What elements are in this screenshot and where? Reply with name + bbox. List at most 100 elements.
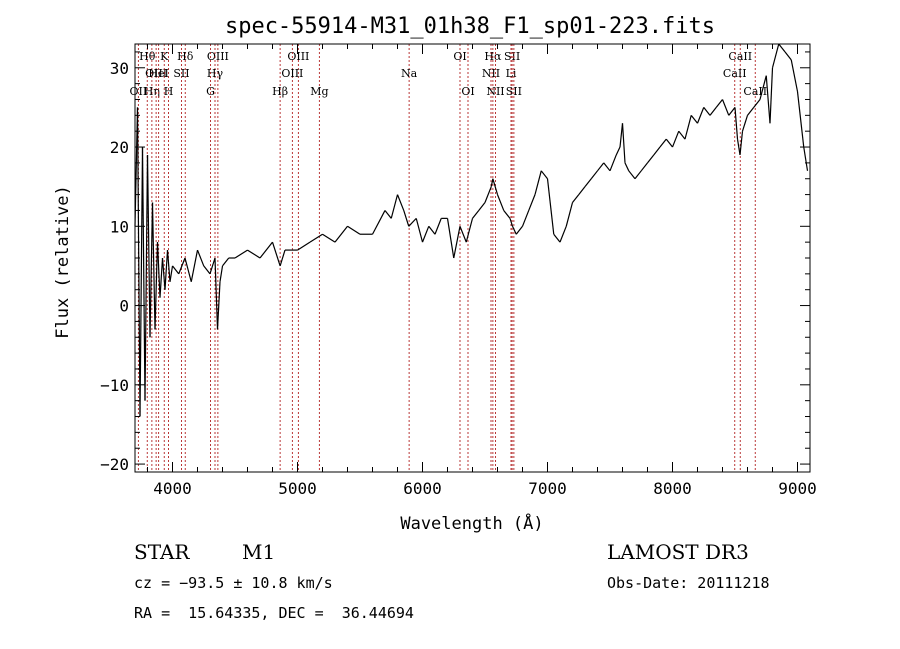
series-0-segment-85 [640,162,648,172]
series-0-segment-114 [803,146,809,171]
series-0-segment-88 [659,138,667,148]
series-0-segment-112 [790,59,799,92]
y-tick-label: 10 [110,217,129,236]
series-0-segment-71 [565,202,574,227]
line-label-22: SII [504,50,520,63]
series-0-segment-9 [156,242,161,298]
series-0-segment-1 [136,107,141,417]
line-label-20: NII [482,67,500,80]
series-0-segment-69 [553,233,561,243]
series-0-segment-102 [739,131,744,156]
line-label-19: Hα [484,50,502,63]
series-0-segment-37 [347,225,361,235]
series-0-segment-110 [778,43,786,53]
series-0-segment-59 [496,194,505,211]
series-layer [134,43,809,417]
series-0-segment-52 [459,226,467,243]
series-0-segment-103 [741,115,749,132]
series-0-segment-42 [396,194,405,211]
series-0-segment-11 [161,257,166,290]
series-0-segment-44 [408,217,417,227]
series-0-segment-89 [665,138,673,148]
series-0-segment-68 [546,178,555,235]
x-tick-label: 8000 [653,479,692,498]
series-0-segment-43 [403,210,410,227]
line-label-21: NII [486,85,504,98]
series-0-segment-12 [164,250,169,290]
redshift-text: cz = −93.5 ± 10.8 km/s [134,574,333,592]
series-0-segment-45 [415,218,424,243]
series-0-segment-61 [509,218,514,227]
series-0-segment-101 [736,139,741,156]
series-0-segment-7 [151,202,156,330]
series-0-segment-10 [159,257,164,298]
series-0-segment-40 [384,210,392,219]
series-0-segment-91 [678,130,686,140]
series-0-segment-76 [597,162,605,172]
series-0-segment-58 [492,178,499,195]
line-label-1: Hθ [139,50,156,63]
series-0-segment-81 [621,123,626,163]
series-0-segment-106 [759,75,767,100]
series-0-segment-17 [184,257,192,282]
series-0-segment-99 [728,107,736,116]
y-tick-label: 0 [119,297,129,316]
x-tick-label: 6000 [403,479,442,498]
y-tick-label: 30 [110,59,129,78]
series-0-segment-36 [334,225,348,243]
observation-date: Obs-Date: 20111218 [607,574,770,592]
series-0-segment-94 [696,107,705,124]
series-0-segment-16 [178,257,186,275]
line-label-2: OIII [145,67,167,80]
axis-frame [134,43,811,473]
series-0-segment-108 [769,67,774,124]
line-label-24: SII [506,85,522,98]
series-0-segment-82 [624,162,630,172]
series-0-segment-93 [690,114,698,124]
series-0-segment-60 [503,210,511,219]
line-label-25: CaII [728,50,752,63]
series-0-segment-30 [271,241,281,267]
emission-line-markers: OII Hθ OIII Hη K HeI H Hδ SII OIII Hγ G Hβ OIII OIII Mg… [130,44,767,472]
series-0-segment-62 [511,226,517,235]
line-label-14: OIII [281,67,303,80]
line-label-16: Na [401,67,418,80]
line-label-26: CaII [723,67,747,80]
series-0-segment-39 [371,210,386,235]
series-0-segment-29 [259,241,273,259]
series-0-segment-63 [515,225,523,235]
series-0-segment-100 [734,107,739,140]
x-axis-label: Wavelength (Å) [400,512,543,534]
y-tick-label: −20 [100,455,129,474]
line-label-12: Hβ [272,85,288,98]
object-subclass: M1 [242,540,276,564]
series-0-segment-31 [279,249,286,267]
series-0-segment-3 [141,147,146,401]
series-0-segment-104 [747,107,755,116]
series-0-segment-35 [322,233,336,243]
series-0-segment-21 [209,257,216,275]
series-0-segment-55 [478,202,486,211]
series-0-segment-97 [715,99,723,108]
series-0-segment-73 [578,186,586,195]
series-0-segment-27 [234,249,248,259]
line-label-17: OI [453,50,466,63]
series-0-segment-95 [703,107,711,116]
line-label-6: H [164,85,174,98]
series-0-segment-34 [309,233,323,243]
series-0-segment-86 [647,154,655,164]
y-tick-label: −10 [100,376,129,395]
line-label-13: OIII [287,50,309,63]
series-0-segment-78 [609,154,617,172]
series-0-segment-67 [540,170,548,180]
series-0-segment-5 [146,154,151,338]
plot-frame [134,43,811,473]
series-0-segment-19 [196,249,205,267]
series-0-segment-28 [247,249,261,259]
series-0-segment-83 [628,170,636,180]
line-label-5: HeI [148,67,168,80]
series-0-segment-92 [684,115,692,140]
series-0-segment-24 [219,265,224,282]
line-label-8: SII [173,67,189,80]
series-0-segment-87 [653,146,661,156]
